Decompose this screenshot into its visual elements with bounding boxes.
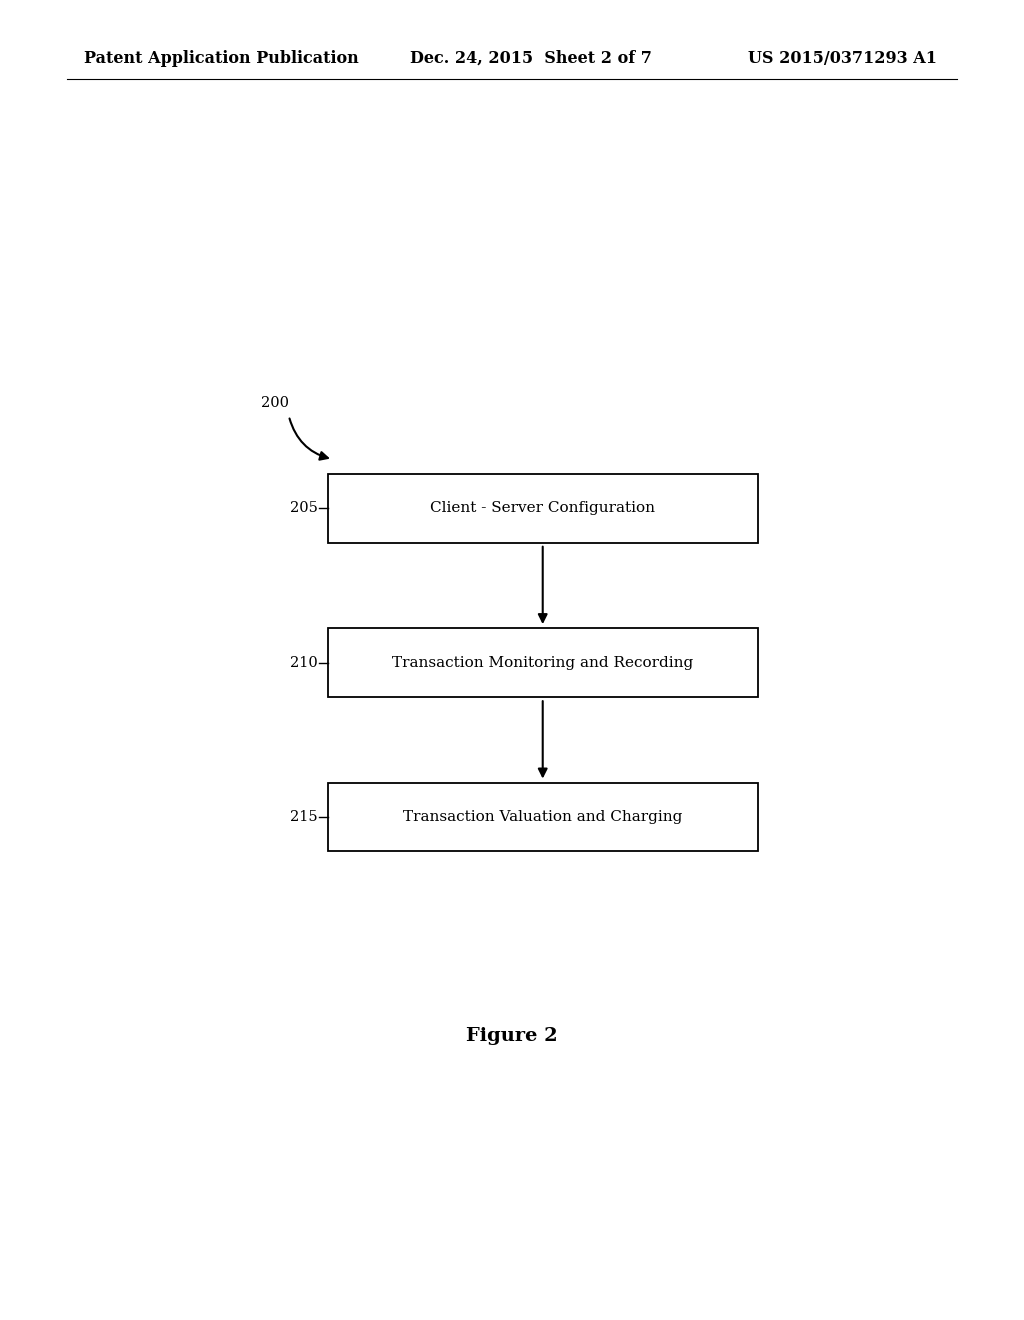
Text: US 2015/0371293 A1: US 2015/0371293 A1: [748, 50, 937, 66]
Text: Transaction Monitoring and Recording: Transaction Monitoring and Recording: [392, 656, 693, 669]
Text: 215: 215: [290, 810, 317, 824]
FancyBboxPatch shape: [328, 628, 758, 697]
Text: 205: 205: [290, 502, 317, 515]
Text: 200: 200: [261, 396, 289, 409]
Text: Transaction Valuation and Charging: Transaction Valuation and Charging: [403, 810, 682, 824]
FancyBboxPatch shape: [328, 783, 758, 851]
Text: Figure 2: Figure 2: [466, 1027, 558, 1045]
FancyBboxPatch shape: [328, 474, 758, 543]
Text: Patent Application Publication: Patent Application Publication: [84, 50, 358, 66]
Text: Dec. 24, 2015  Sheet 2 of 7: Dec. 24, 2015 Sheet 2 of 7: [410, 50, 651, 66]
Text: Client - Server Configuration: Client - Server Configuration: [430, 502, 655, 515]
Text: 210: 210: [290, 656, 317, 669]
